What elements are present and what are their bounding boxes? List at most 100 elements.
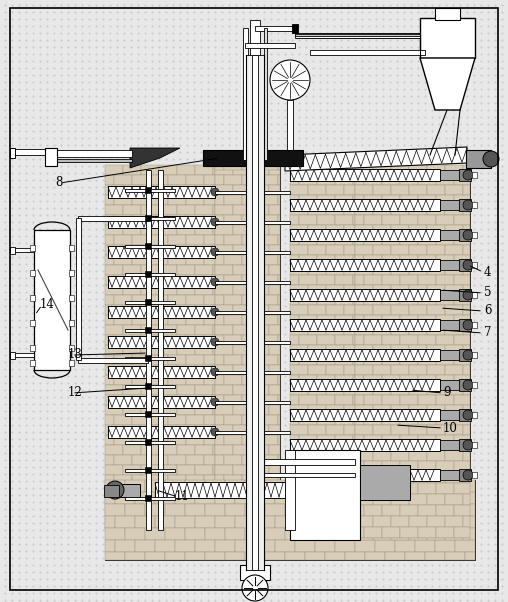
Bar	[213, 365, 215, 375]
Bar	[305, 552, 325, 560]
Bar	[105, 405, 123, 415]
Bar	[269, 445, 280, 455]
Bar	[159, 505, 177, 515]
Bar	[233, 305, 251, 315]
Bar	[105, 285, 123, 295]
Bar	[215, 305, 233, 315]
Bar	[290, 235, 299, 245]
Bar	[159, 225, 177, 235]
Bar	[145, 480, 165, 492]
Bar	[105, 245, 123, 255]
Bar	[445, 516, 463, 527]
Bar	[141, 265, 159, 275]
Bar	[385, 480, 405, 492]
Bar	[373, 425, 391, 435]
Bar	[251, 165, 269, 175]
Bar	[355, 505, 373, 515]
Bar	[382, 527, 400, 538]
Circle shape	[463, 170, 473, 180]
Bar	[195, 185, 213, 195]
Bar	[353, 495, 355, 505]
Bar	[108, 306, 215, 318]
Bar	[344, 155, 355, 165]
Bar	[382, 395, 400, 405]
Bar	[326, 345, 344, 355]
Bar	[317, 355, 335, 365]
Bar	[242, 375, 260, 385]
Bar	[215, 375, 224, 385]
Bar	[418, 215, 436, 225]
Bar	[125, 412, 175, 415]
Bar	[115, 492, 135, 504]
Bar	[215, 435, 224, 445]
Bar	[125, 468, 175, 471]
Bar	[215, 516, 235, 528]
Bar	[123, 165, 141, 175]
Bar	[269, 325, 280, 335]
Bar	[145, 187, 151, 193]
Bar	[459, 289, 471, 301]
Bar	[105, 215, 114, 225]
Bar	[269, 505, 280, 515]
Bar	[355, 255, 364, 265]
Bar	[177, 505, 195, 515]
Bar	[315, 540, 335, 552]
Bar	[344, 485, 355, 495]
Bar	[353, 295, 355, 305]
Bar	[317, 275, 335, 285]
Bar	[159, 285, 177, 295]
Bar	[463, 265, 470, 275]
Bar	[373, 465, 391, 475]
Circle shape	[463, 380, 473, 390]
Bar	[260, 515, 278, 525]
Bar	[382, 275, 400, 285]
Bar	[325, 552, 345, 560]
Bar	[150, 315, 168, 325]
Bar	[264, 341, 290, 344]
Bar	[299, 255, 317, 265]
Bar	[465, 528, 475, 540]
Bar	[204, 515, 215, 525]
Bar	[290, 515, 299, 525]
Bar	[409, 485, 427, 495]
Bar	[285, 552, 305, 560]
Bar	[215, 525, 233, 530]
Bar	[326, 205, 344, 215]
Bar	[205, 552, 225, 560]
Bar	[114, 515, 132, 525]
Bar	[355, 450, 470, 540]
Bar	[308, 205, 326, 215]
Bar	[391, 450, 409, 461]
Bar	[355, 435, 364, 445]
Bar	[463, 465, 470, 475]
Bar	[465, 504, 475, 516]
Bar	[233, 285, 251, 295]
Bar	[355, 538, 373, 540]
Bar	[264, 459, 355, 465]
Bar	[195, 365, 213, 375]
Bar	[418, 461, 436, 472]
Bar	[204, 395, 215, 405]
Bar	[255, 516, 275, 528]
Bar	[445, 425, 463, 435]
Bar	[123, 285, 141, 295]
Bar	[391, 285, 409, 295]
Bar	[463, 538, 470, 540]
Bar	[269, 285, 280, 295]
Bar	[355, 505, 364, 516]
Polygon shape	[130, 148, 180, 168]
Bar	[105, 385, 123, 395]
Bar	[427, 345, 445, 355]
Bar	[278, 495, 280, 505]
Bar	[454, 235, 470, 245]
Bar	[215, 385, 233, 395]
Bar	[275, 492, 295, 504]
Bar	[463, 525, 470, 530]
Bar	[355, 165, 373, 175]
Bar	[150, 275, 168, 285]
Bar	[317, 295, 335, 305]
Bar	[125, 480, 145, 492]
Bar	[409, 450, 427, 461]
Bar	[445, 505, 463, 515]
Bar	[242, 475, 260, 485]
